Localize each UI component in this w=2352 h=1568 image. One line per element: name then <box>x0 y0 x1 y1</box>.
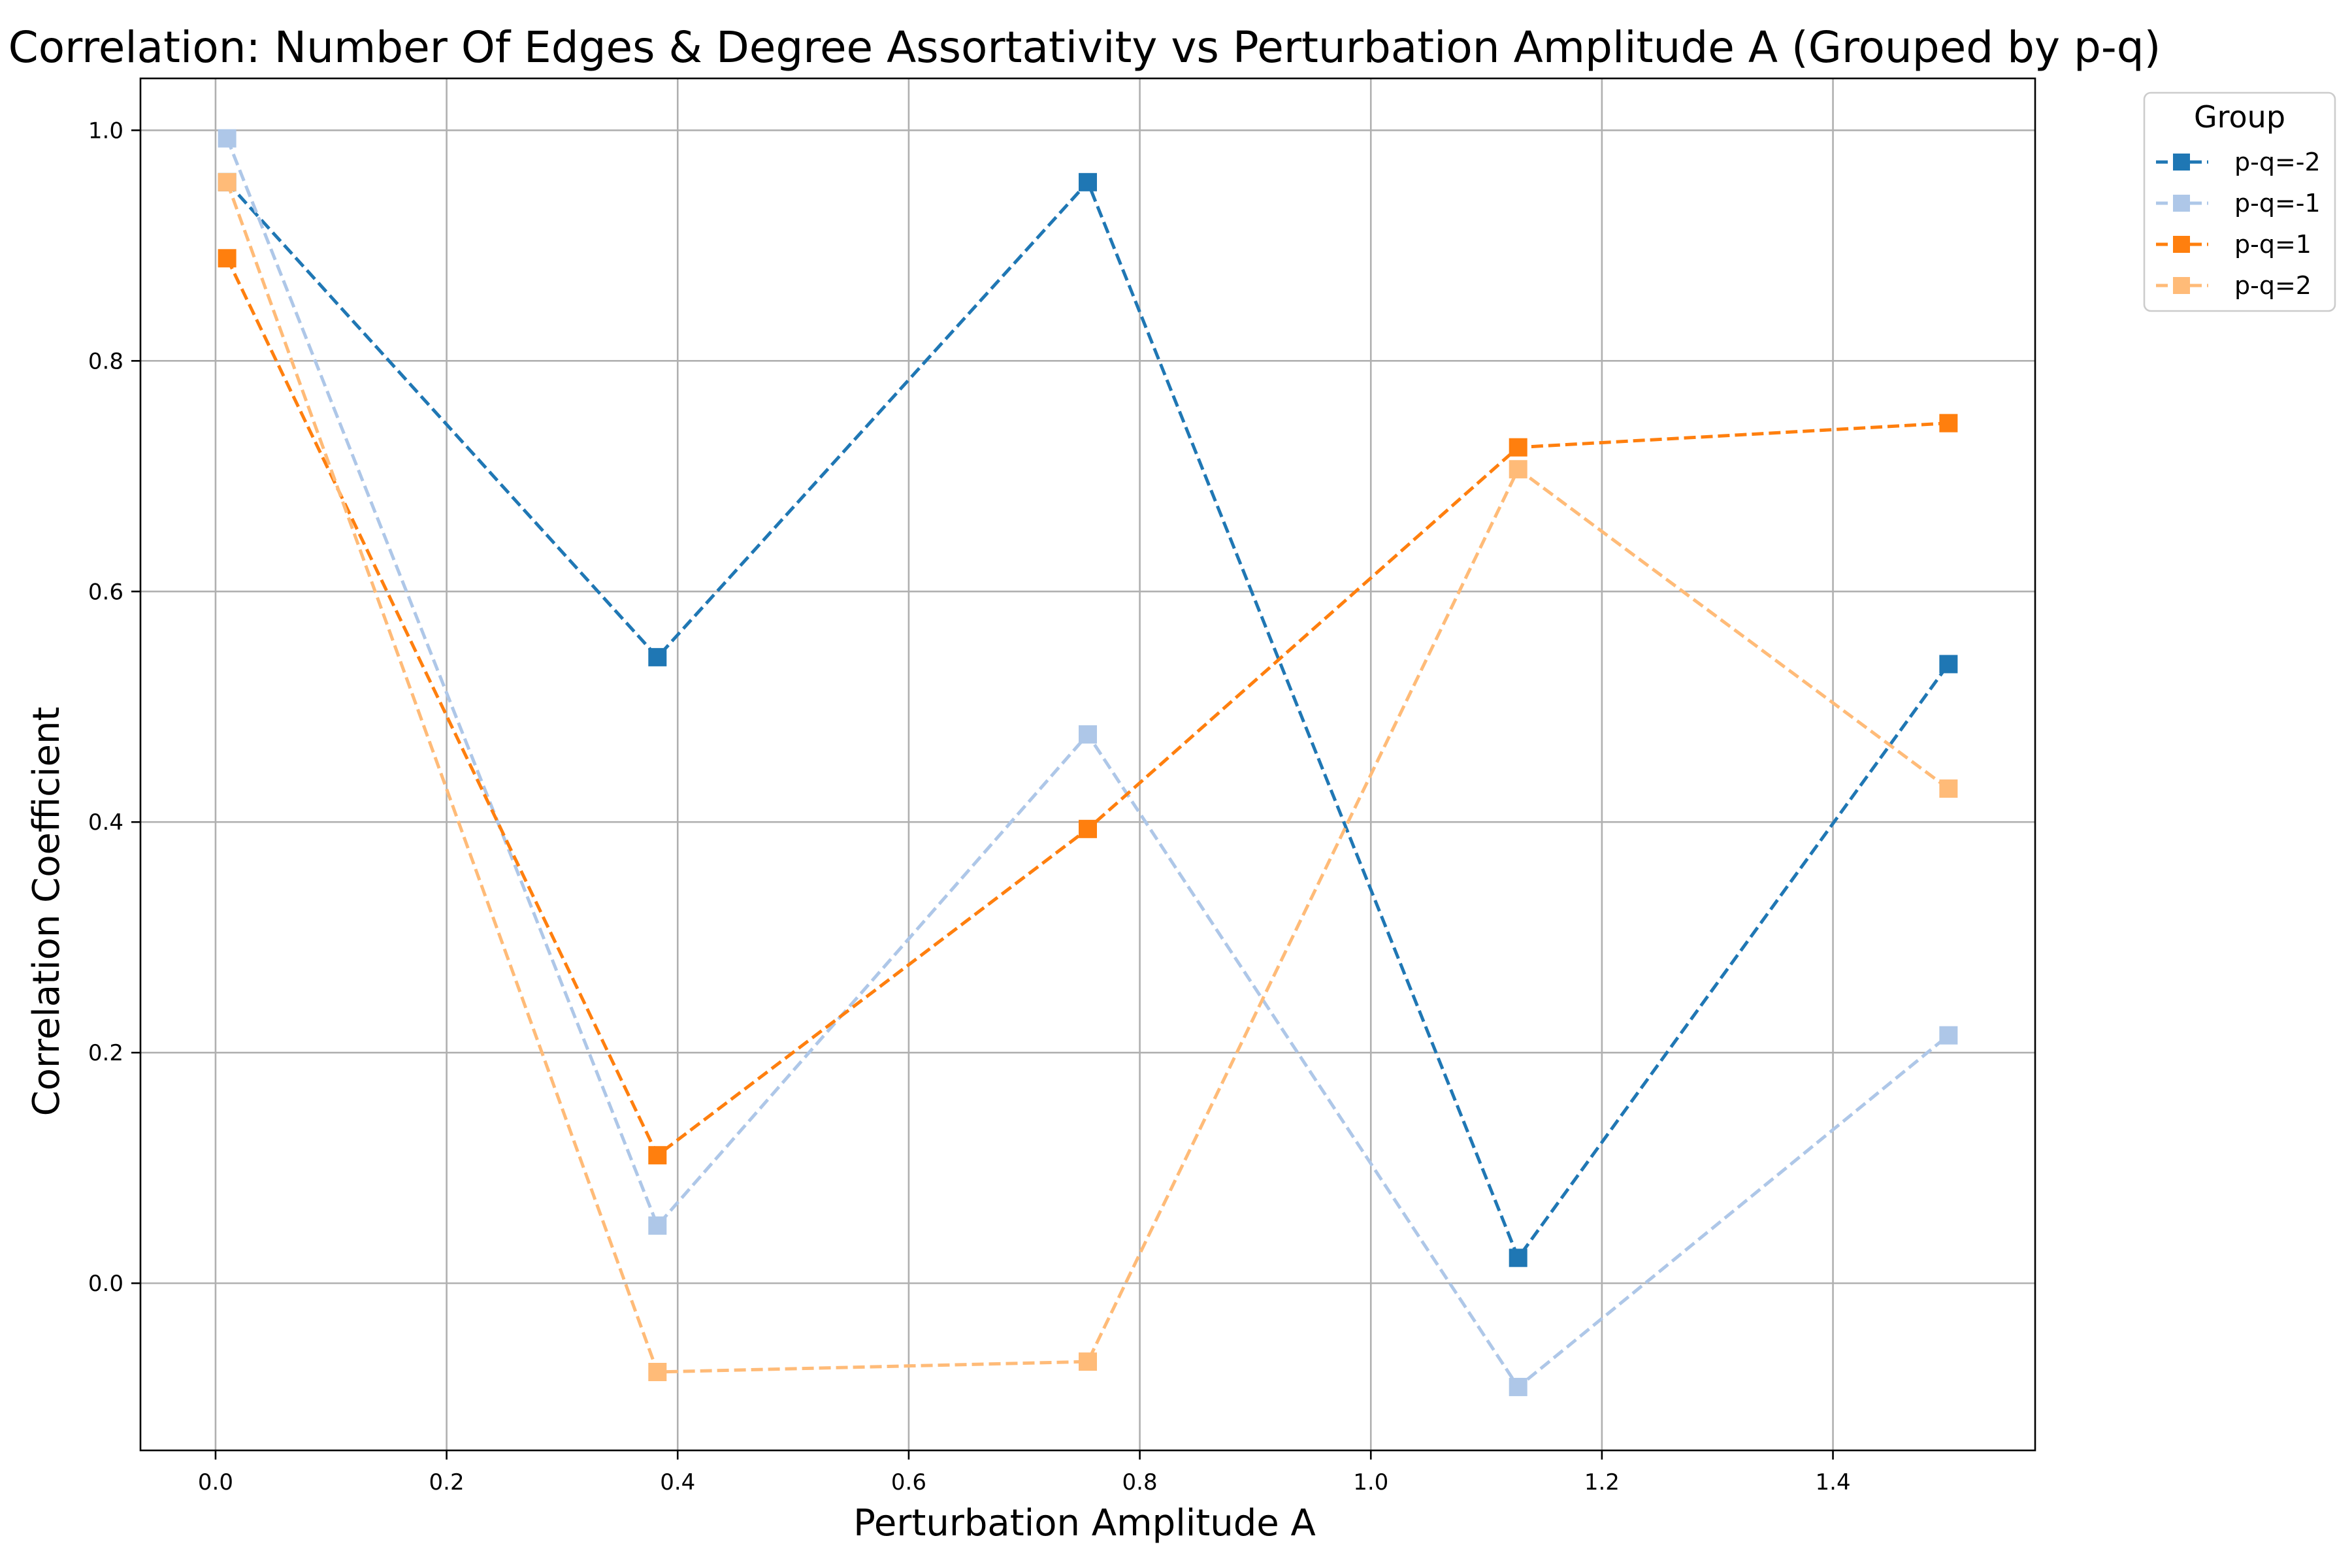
legend-item: p-q=-1 <box>2156 189 2321 218</box>
x-tick-label: 0.0 <box>198 1469 233 1495</box>
series-line <box>225 181 1950 1374</box>
y-axis-label: Correlation Coefficient <box>25 707 68 1117</box>
legend-label: p-q=2 <box>2234 271 2311 300</box>
legend-label: p-q=-1 <box>2234 189 2321 218</box>
data-point <box>1939 1026 1958 1045</box>
x-tick-label: 0.8 <box>1122 1469 1158 1495</box>
data-point <box>1939 655 1958 674</box>
data-point <box>1079 172 1097 191</box>
legend-marker <box>2173 195 2190 212</box>
x-tick-label: 0.2 <box>429 1469 465 1495</box>
chart-title: Correlation: Number Of Edges & Degree As… <box>8 22 2161 73</box>
data-point <box>1079 725 1097 744</box>
data-point <box>1509 1377 1527 1396</box>
legend-marker <box>2173 154 2190 171</box>
data-point <box>1079 1352 1097 1371</box>
series-layer <box>218 129 1958 1396</box>
series-line <box>225 179 1950 1262</box>
data-point <box>1509 460 1527 479</box>
y-tick-label: 0.0 <box>88 1271 123 1297</box>
x-axis-label: Perturbation Amplitude A <box>853 1502 1316 1544</box>
x-tick-label: 1.2 <box>1584 1469 1620 1495</box>
legend-box <box>2143 91 2336 312</box>
legend-item: p-q=2 <box>2156 271 2311 300</box>
data-point <box>1509 438 1527 457</box>
data-point <box>648 1146 667 1165</box>
legend: Group p-q=-2 p-q=-1 p-q=1 p-q=2 <box>2143 91 2336 312</box>
series-line <box>225 137 1950 1390</box>
legend-title: Group <box>2194 99 2285 135</box>
x-tick-label: 1.0 <box>1353 1469 1388 1495</box>
legend-item: p-q=-2 <box>2156 148 2321 176</box>
data-point <box>648 1216 667 1235</box>
plot-frame <box>139 77 2036 1452</box>
series-p-q=-2 <box>218 172 1958 1267</box>
grid <box>140 78 2035 1450</box>
legend-items: p-q=-2 p-q=-1 p-q=1 p-q=2 <box>2156 148 2321 300</box>
data-point <box>1939 414 1958 433</box>
data-point <box>218 249 237 268</box>
legend-marker <box>2173 277 2190 294</box>
data-point <box>218 172 237 191</box>
y-tick-label: 0.6 <box>88 579 123 605</box>
legend-label: p-q=1 <box>2234 230 2311 259</box>
legend-item: p-q=1 <box>2156 230 2311 259</box>
legend-marker <box>2173 236 2190 253</box>
y-tick-label: 1.0 <box>88 118 123 144</box>
data-point <box>1509 1249 1527 1267</box>
series-p-q=1 <box>218 249 1958 1165</box>
data-point <box>218 129 237 148</box>
series-p-q=2 <box>218 172 1958 1381</box>
y-axis: 0.0 0.2 0.4 0.6 0.8 1.0 <box>88 118 140 1297</box>
data-point <box>1079 819 1097 838</box>
y-tick-label: 0.4 <box>88 809 123 836</box>
y-tick-label: 0.8 <box>88 348 123 374</box>
x-tick-label: 0.6 <box>891 1469 926 1495</box>
data-point <box>648 1363 667 1381</box>
series-line <box>225 257 1949 1158</box>
data-point <box>648 647 667 666</box>
series-p-q=-1 <box>218 129 1958 1396</box>
x-axis: 0.0 0.2 0.4 0.6 0.8 1.0 1.2 1.4 <box>198 1450 1851 1495</box>
x-tick-label: 0.4 <box>660 1469 695 1495</box>
y-tick-label: 0.2 <box>88 1040 123 1066</box>
data-point <box>1939 779 1958 798</box>
legend-label: p-q=-2 <box>2234 148 2321 176</box>
x-tick-label: 1.4 <box>1816 1469 1851 1495</box>
